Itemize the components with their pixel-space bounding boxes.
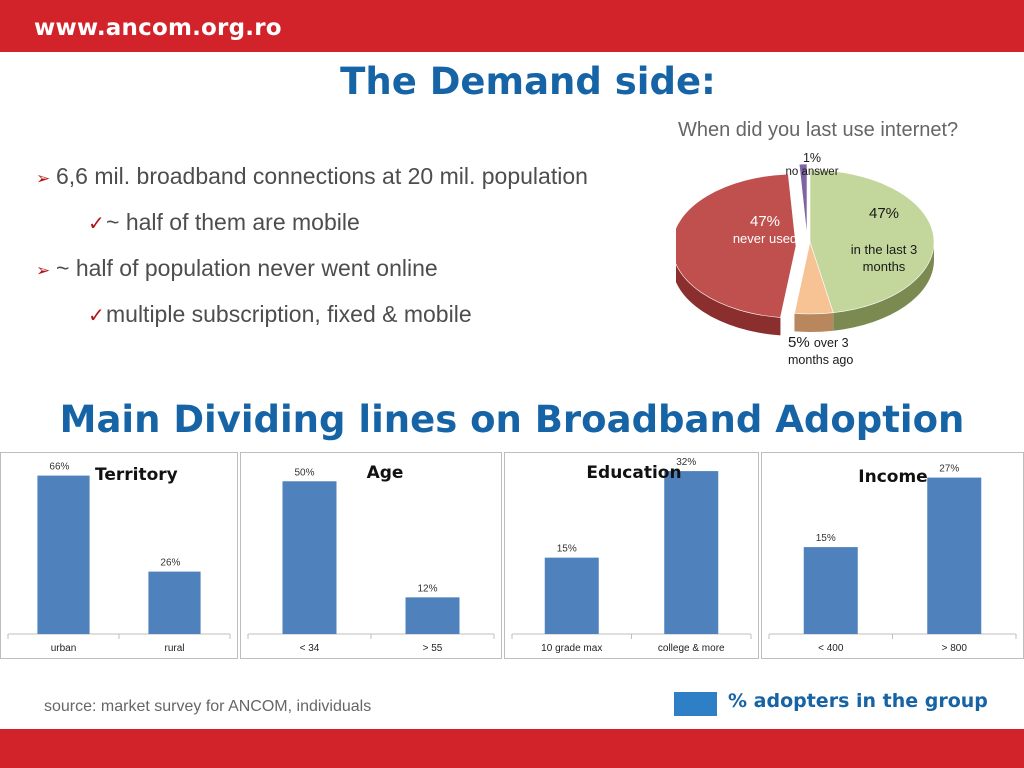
- pie-slice: [794, 240, 834, 315]
- arrow-bullet-icon: ➢: [36, 261, 51, 280]
- bar-value-label: 32%: [676, 457, 696, 468]
- bar-value-label: 27%: [939, 464, 959, 475]
- bullet-item: ✓~ half of them are mobile: [36, 206, 676, 252]
- bullet-item: ✓multiple subscription, fixed & mobile: [36, 298, 676, 344]
- bar: [803, 547, 858, 634]
- bullet-text: multiple subscription, fixed & mobile: [106, 301, 472, 327]
- bar-value-label: 50%: [295, 467, 315, 478]
- category-label: < 34: [300, 643, 320, 654]
- pie-label: 5% over 3: [788, 334, 849, 351]
- bar-chart-title: Income: [858, 467, 927, 487]
- category-label: < 400: [818, 643, 844, 654]
- legend-swatch: [674, 692, 717, 716]
- bar-chart-title: Education: [586, 463, 681, 483]
- bar-chart-education: 15% 10 grade max 32% college & more Educatio…: [504, 452, 759, 659]
- bar-chart-age: 50% < 34 12% > 55 Age: [240, 452, 502, 659]
- chart-frame: [240, 452, 502, 659]
- bar-panel-age: 50% < 34 12% > 55 Age: [240, 452, 502, 659]
- bar-value-label: 15%: [816, 533, 836, 544]
- check-bullet-icon: ✓: [88, 305, 105, 327]
- pie-slice: [809, 169, 935, 314]
- check-bullet-icon: ✓: [88, 213, 105, 235]
- pie-label-text: in the last 3: [851, 242, 918, 257]
- pie-label-text: months: [863, 259, 906, 274]
- chart-frame: [504, 452, 759, 659]
- section-subtitle: Main Dividing lines on Broadband Adoptio…: [59, 398, 965, 441]
- pie-label-pct: 47%: [750, 213, 780, 230]
- footer-bar: [0, 729, 1024, 768]
- bar: [544, 557, 599, 634]
- bar: [927, 477, 982, 634]
- header-bar: www.ancom.org.ro: [0, 0, 1024, 52]
- bar-chart-territory: 66% urban 26% rural Territory: [0, 452, 238, 659]
- bar: [664, 471, 719, 634]
- pie-label-text: never used: [733, 231, 797, 246]
- bar-chart-title: Age: [367, 463, 404, 483]
- bar: [148, 571, 201, 634]
- bar-value-label: 66%: [49, 462, 69, 473]
- bar-panel-income: 15% < 400 27% > 800 Income: [761, 452, 1024, 659]
- bullet-text: ~ half of them are mobile: [106, 209, 360, 235]
- bullet-list: ➢ 6,6 mil. broadband connections at 20 mi…: [36, 160, 676, 344]
- page-title: The Demand side:: [340, 60, 716, 103]
- bar: [37, 475, 90, 634]
- bar: [405, 597, 460, 634]
- pie-label: months ago: [788, 353, 853, 367]
- bar-chart-income: 15% < 400 27% > 800 Income: [761, 452, 1024, 659]
- pie-slice: [798, 163, 808, 237]
- pie-label-pct: 1%: [803, 151, 821, 165]
- bar: [282, 481, 337, 634]
- site-url[interactable]: www.ancom.org.ro: [34, 15, 282, 41]
- category-label: > 800: [942, 643, 968, 654]
- pie-label-text: no answer: [785, 166, 838, 178]
- pie-chart-title: When did you last use internet?: [678, 119, 959, 141]
- bullet-item: ➢ ~ half of population never went online: [36, 252, 676, 298]
- pie-slice-side: [676, 263, 781, 336]
- bullet-text: 6,6 mil. broadband connections at 20 mil…: [56, 163, 588, 189]
- category-label: rural: [164, 643, 184, 654]
- category-label: 10 grade max: [541, 643, 602, 654]
- legend-label: % adopters in the group: [728, 690, 988, 712]
- pie-chart: 47% in the last 3 months 5% over 3 months ag…: [676, 151, 935, 367]
- bar-panel-territory: 66% urban 26% rural Territory: [0, 452, 238, 659]
- category-label: > 55: [423, 643, 443, 654]
- bar-panel-education: 15% 10 grade max 32% college & more Educatio…: [504, 452, 759, 659]
- category-label: urban: [51, 643, 77, 654]
- bar-value-label: 26%: [160, 558, 180, 569]
- bar-value-label: 15%: [557, 544, 577, 555]
- pie-slice: [676, 173, 797, 318]
- category-label: college & more: [658, 643, 725, 654]
- pie-label-pct: 47%: [869, 205, 899, 222]
- bullet-item: ➢ 6,6 mil. broadband connections at 20 mi…: [36, 160, 676, 206]
- pie-slice-side: [794, 312, 834, 332]
- source-note: source: market survey for ANCOM, individ…: [44, 698, 372, 715]
- bullet-text: ~ half of population never went online: [56, 255, 438, 281]
- bar-chart-title: Territory: [95, 465, 178, 485]
- arrow-bullet-icon: ➢: [36, 169, 51, 188]
- bar-value-label: 12%: [418, 583, 438, 594]
